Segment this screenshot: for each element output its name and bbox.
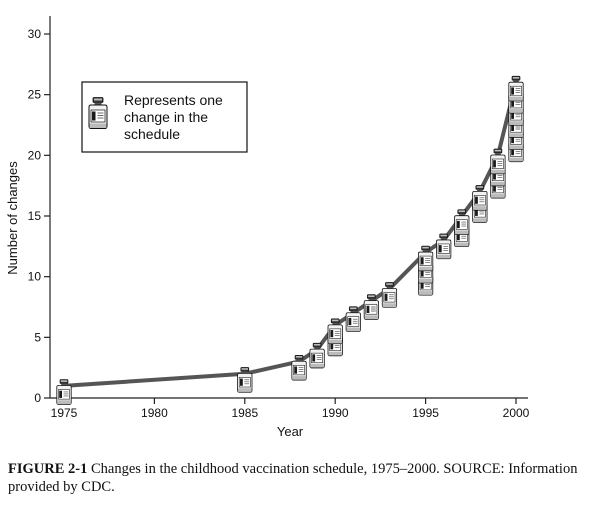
y-tick-label: 20 [28, 148, 42, 162]
vial-marker [508, 75, 524, 102]
y-tick-label: 30 [28, 27, 42, 41]
vial-marker [490, 148, 506, 175]
legend-line-1: Represents one [124, 92, 223, 108]
y-ticks: 0 5 10 15 20 25 30 [28, 27, 50, 405]
vaccination-chart: 0 5 10 15 20 25 30 1975 1980 1985 1990 1995 2000 Nu… [5, 16, 530, 439]
vial-marker [435, 233, 452, 260]
x-tick-label: 1990 [322, 406, 349, 420]
x-ticks: 1975 1980 1985 1990 1995 2000 [51, 398, 530, 420]
vial-marker [472, 184, 488, 211]
x-tick-label: 1985 [231, 406, 258, 420]
figure-label: FIGURE 2-1 [8, 461, 88, 477]
legend-line-3: schedule [124, 126, 180, 142]
y-tick-label: 15 [28, 209, 42, 223]
legend: Represents one change in the schedule [81, 81, 248, 153]
x-axis-title: Year [277, 424, 304, 439]
y-tick-label: 10 [28, 270, 42, 284]
vial-marker [309, 342, 325, 369]
vial-marker [453, 209, 470, 236]
y-tick-label: 5 [34, 330, 41, 344]
y-tick-label: 25 [28, 88, 42, 102]
x-tick-label: 1995 [412, 406, 439, 420]
vial-marker [56, 378, 72, 405]
y-tick-label: 0 [34, 391, 41, 405]
legend-label: Represents one change in the schedule [124, 92, 227, 142]
x-tick-label: 1975 [51, 406, 78, 420]
y-axis-title: Number of changes [5, 161, 20, 275]
figure-caption: FIGURE 2-1 Changes in the childhood vacc… [8, 460, 588, 496]
legend-line-2: change in the [124, 109, 208, 125]
x-tick-label: 2000 [503, 406, 530, 420]
figure-caption-text: Changes in the childhood vaccination sch… [8, 461, 578, 495]
x-tick-label: 1980 [141, 406, 168, 420]
legend-box [81, 81, 248, 153]
axes [49, 16, 528, 399]
